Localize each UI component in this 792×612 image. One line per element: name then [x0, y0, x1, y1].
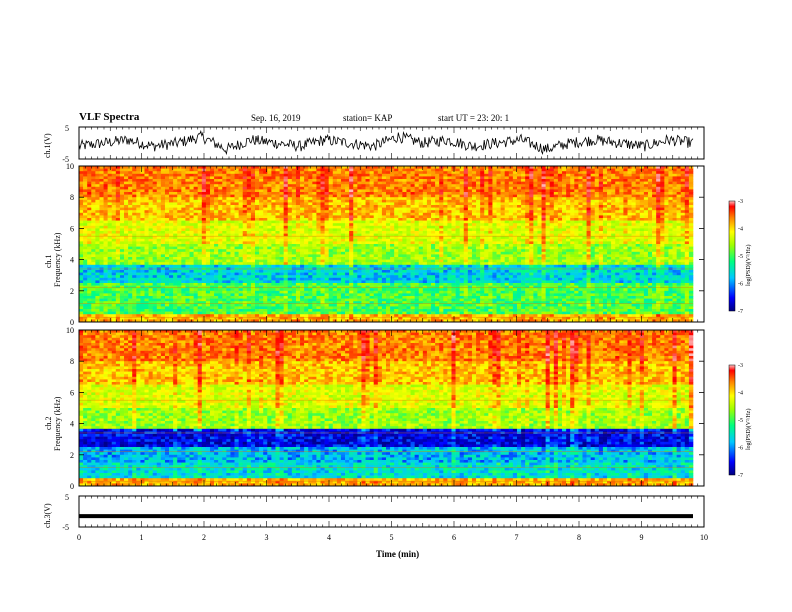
figure-title: VLF Spectra — [79, 111, 140, 123]
date-label: Sep. 16, 2019 — [251, 113, 301, 123]
colorbar-tick-label: -5 — [738, 254, 743, 260]
ch2-spec-ylabel: ch.2 — [44, 416, 53, 430]
ytick-label: 5 — [65, 493, 69, 502]
ytick-label: -5 — [62, 155, 69, 164]
ytick-label: 10 — [66, 162, 74, 171]
spectrogram-cells-ch1-spectrogram — [79, 166, 694, 323]
ch1-spec-ylabel: ch.1 — [44, 254, 53, 268]
xtick-label: 1 — [140, 533, 144, 542]
colorbar-tick-label: -7 — [738, 473, 743, 479]
xtick-label: 10 — [700, 533, 708, 542]
ytick-label: 8 — [70, 357, 74, 366]
x-axis-label: Time (min) — [376, 549, 420, 559]
xtick-label: 6 — [452, 533, 456, 542]
ytick-label: 6 — [70, 388, 74, 397]
xtick-label: 8 — [577, 533, 581, 542]
ytick-label: 0 — [70, 482, 74, 491]
ch3-volt-ylabel: ch.3(V) — [43, 503, 52, 528]
colorbar-tick-label: -3 — [738, 363, 743, 369]
xtick-label: 0 — [77, 533, 81, 542]
colorbar-tick-label: -4 — [738, 391, 743, 397]
ytick-label: 2 — [70, 451, 74, 460]
station-label: station= KAP — [343, 113, 393, 123]
ch1-freq-ylabel: Frequency (kHz) — [53, 232, 62, 287]
ytick-label: 4 — [70, 256, 74, 265]
colorbar-tick-label: -5 — [738, 418, 743, 424]
xtick-label: 3 — [265, 533, 269, 542]
ch1-trace — [78, 129, 694, 156]
colorbar-tick-label: -6 — [738, 282, 743, 288]
ch2-freq-ylabel: Frequency (kHz) — [53, 396, 62, 451]
xtick-label: 2 — [202, 533, 206, 542]
xtick-label: 4 — [327, 533, 331, 542]
colorbar-tick-label: -3 — [738, 199, 743, 205]
ytick-label: 5 — [65, 124, 69, 133]
ytick-label: 6 — [70, 224, 74, 233]
xtick-label: 5 — [390, 533, 394, 542]
xtick-label: 7 — [515, 533, 519, 542]
colorbar-ch2-spectrogram — [728, 364, 736, 476]
ytick-label: -5 — [62, 523, 69, 532]
colorbar-tick-label: -7 — [738, 309, 743, 315]
ytick-label: 8 — [70, 193, 74, 202]
colorbar-tick-label: -6 — [738, 446, 743, 452]
start-time-label: start UT = 23: 20: 1 — [438, 113, 510, 123]
ytick-label: 0 — [70, 318, 74, 327]
ytick-label: 10 — [66, 326, 74, 335]
colorbar1-label: log(PSD)(V²/Hz) — [746, 244, 752, 286]
colorbar-tick-label: -4 — [738, 227, 743, 233]
ytick-label: 2 — [70, 287, 74, 296]
colorbar2-label: log(PSD)(V²/Hz) — [746, 408, 752, 450]
xtick-label: 9 — [640, 533, 644, 542]
colorbar-ch1-spectrogram — [728, 200, 736, 312]
ch1-volt-ylabel: ch.1(V) — [43, 133, 52, 158]
spectrogram-cells-ch2-spectrogram — [79, 330, 694, 487]
ytick-label: 4 — [70, 420, 74, 429]
